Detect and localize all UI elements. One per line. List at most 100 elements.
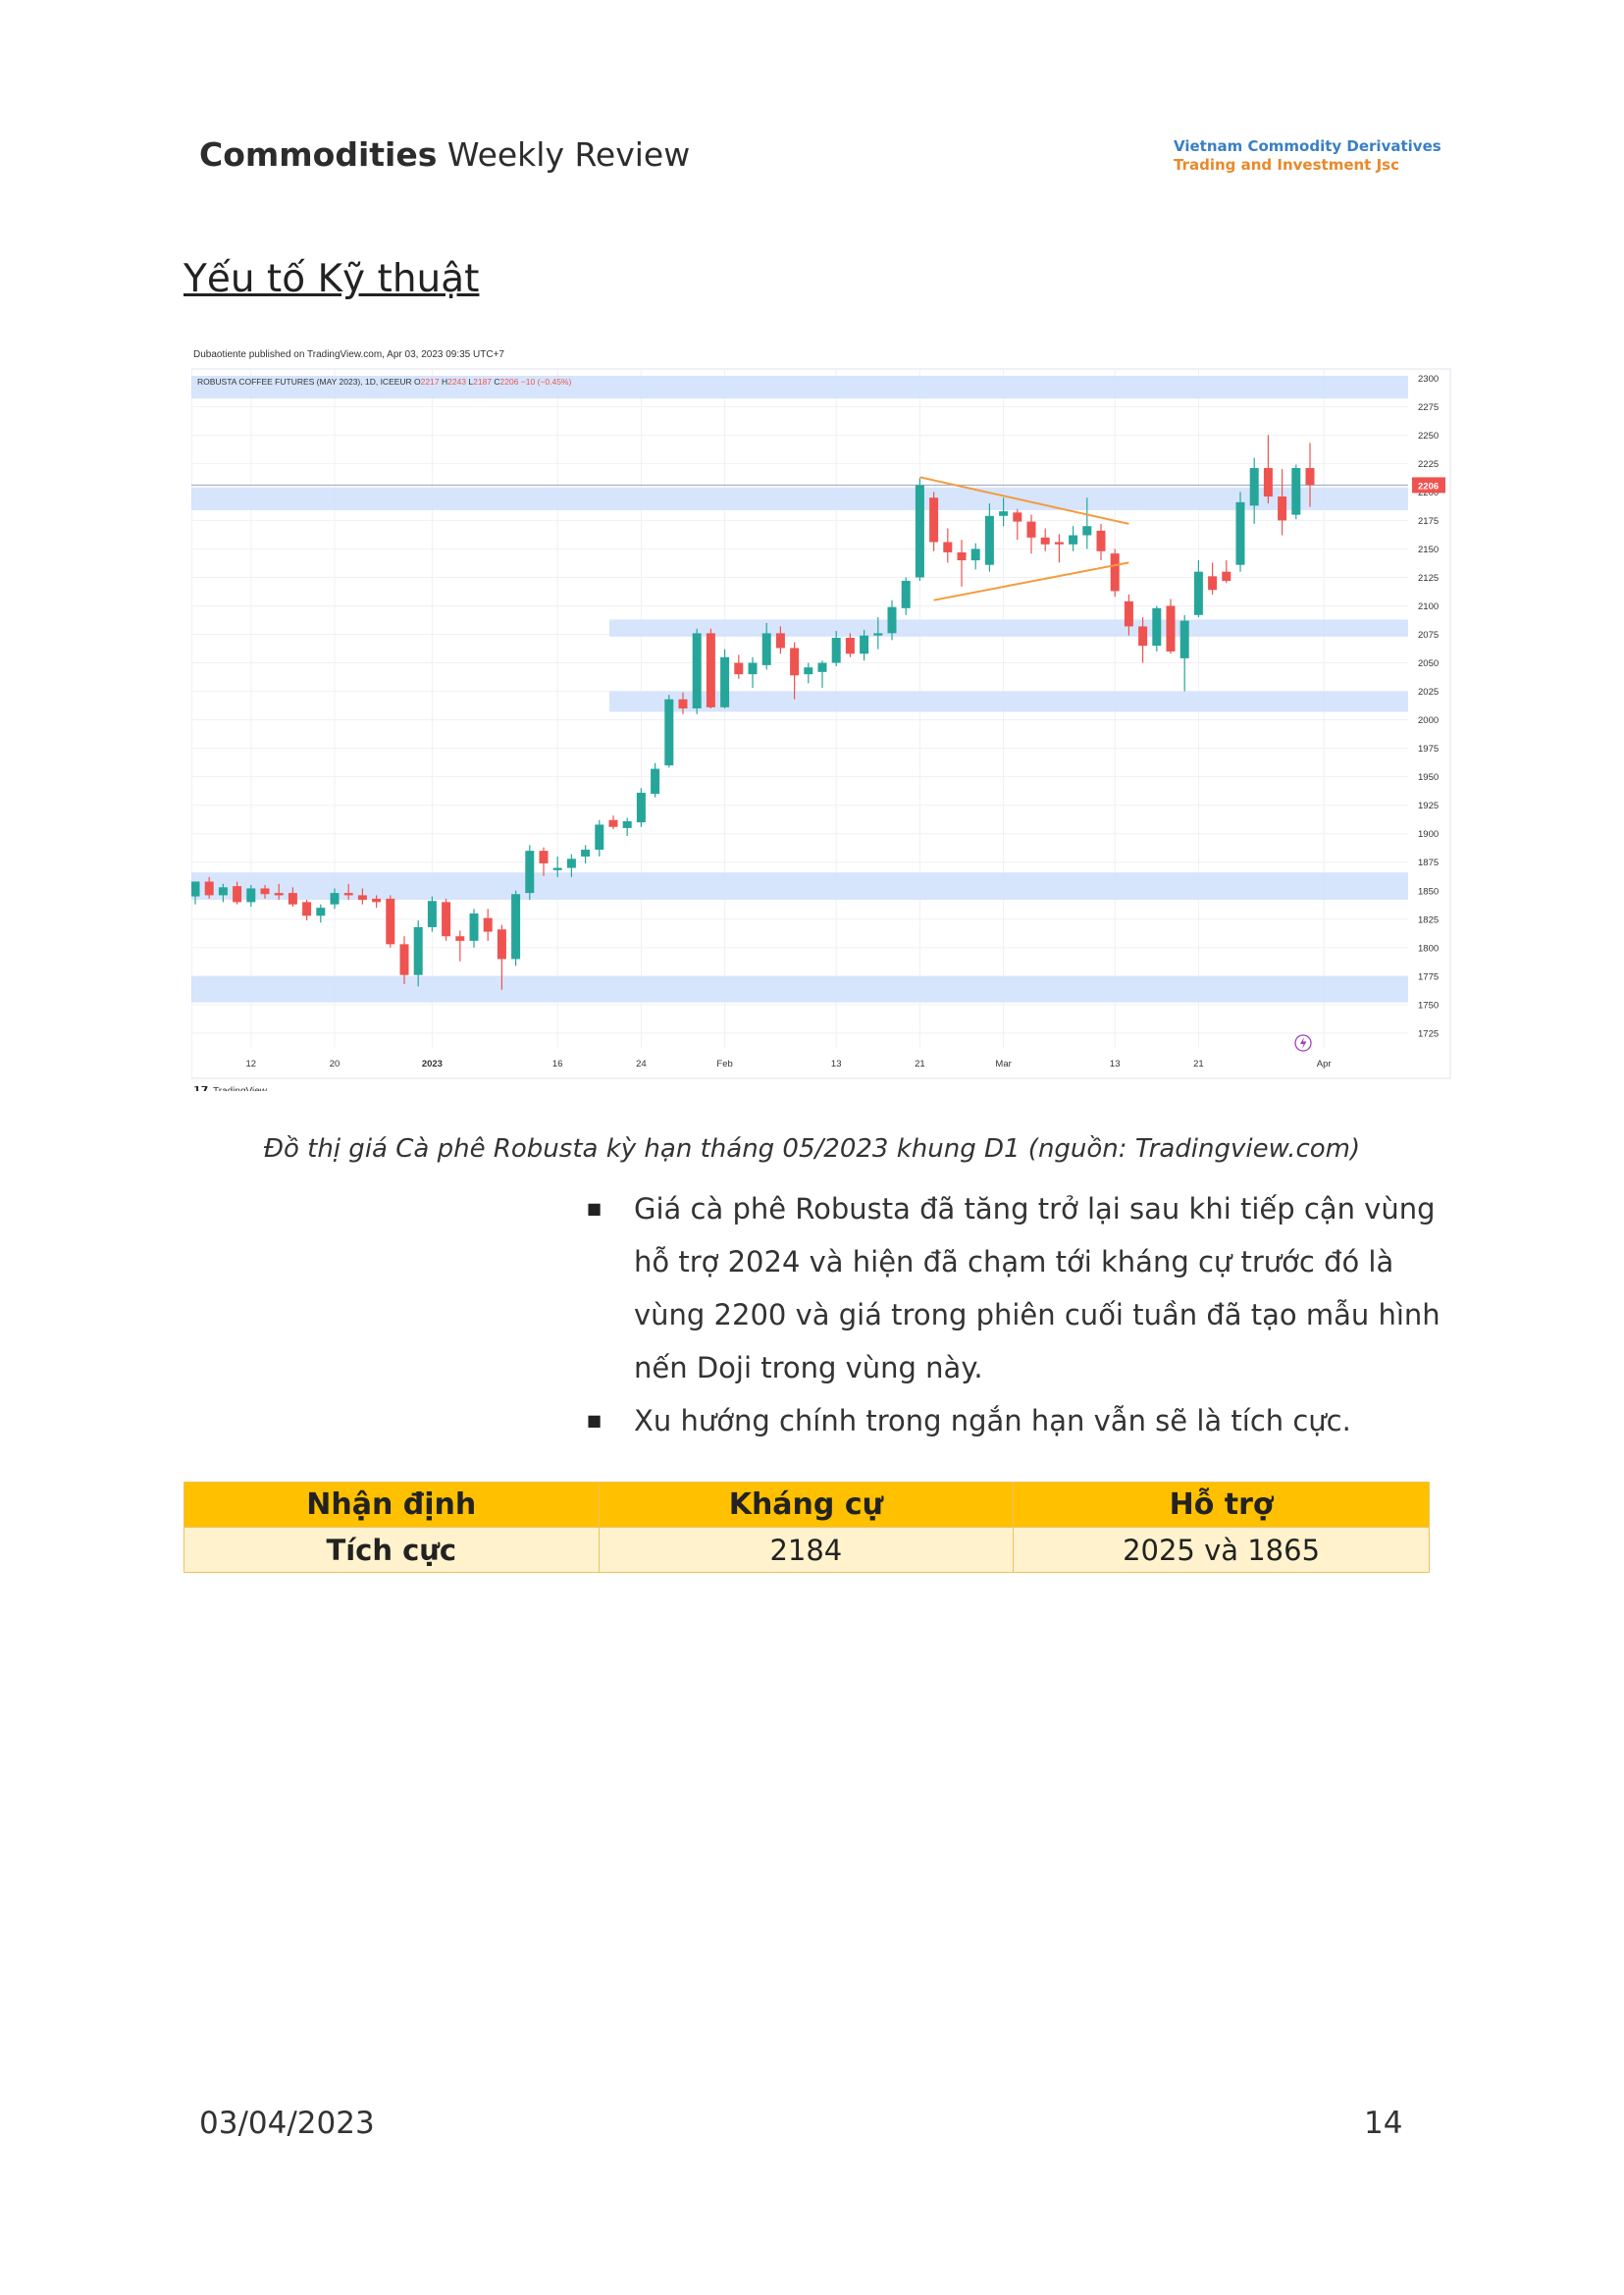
candle-body: [831, 638, 841, 663]
x-axis-tick-label: Apr: [1317, 1059, 1332, 1069]
candle-body: [761, 633, 771, 665]
candle-body: [552, 867, 562, 870]
bullet-item: ■ Xu hướng chính trong ngắn hạn vẫn sẽ l…: [587, 1394, 1470, 1447]
support-resistance-zone: [191, 872, 1408, 901]
candle-body: [386, 898, 395, 945]
candle-body: [748, 662, 758, 675]
chart-svg: Dubaotiente published on TradingView.com…: [191, 349, 1451, 1091]
candle-body: [1026, 521, 1036, 538]
y-axis-tick-label: 1900: [1418, 829, 1439, 840]
candle-body: [399, 944, 409, 975]
footer-date: 03/04/2023: [199, 2106, 375, 2141]
candle-body: [692, 633, 702, 708]
candle-body: [970, 548, 980, 561]
y-axis-tick-label: 2100: [1418, 601, 1439, 612]
x-axis-tick-label: 20: [330, 1059, 341, 1069]
lightning-icon: [1294, 1034, 1312, 1052]
candle-body: [442, 902, 451, 937]
table-header-outlook: Nhận định: [183, 1482, 600, 1528]
table-cell-outlook: Tích cực: [183, 1527, 600, 1573]
y-axis-tick-label: 2300: [1418, 374, 1439, 385]
table-header-row: Nhận định Kháng cự Hỗ trợ: [183, 1482, 1430, 1528]
y-axis-tick-label: 1825: [1418, 914, 1439, 925]
candle-body: [622, 820, 632, 828]
candle-body: [1291, 468, 1301, 515]
candle-body: [1054, 542, 1064, 545]
candle-body: [984, 515, 994, 565]
candle-body: [525, 851, 535, 894]
candle-body: [999, 511, 1009, 516]
y-axis-tick-label: 2025: [1418, 687, 1439, 698]
candle-body: [246, 888, 256, 903]
candle-body: [218, 887, 228, 896]
tradingview-footer-text: TradingView: [213, 1086, 268, 1091]
candle-body: [1193, 571, 1203, 615]
candle-body: [651, 768, 660, 795]
candle-body: [595, 824, 604, 850]
candle-body: [539, 851, 549, 863]
candle-body: [191, 881, 200, 897]
header-title-rest: Weekly Review: [437, 135, 691, 174]
candle-body: [455, 936, 465, 941]
candle-body: [1124, 600, 1133, 627]
candle-body: [1040, 537, 1050, 545]
candle-body: [678, 699, 688, 708]
price-chart: Dubaotiente published on TradingView.com…: [191, 345, 1457, 1091]
y-axis-tick-label: 2050: [1418, 658, 1439, 669]
candle-body: [581, 849, 591, 857]
y-axis-tick-label: 2075: [1418, 630, 1439, 641]
support-resistance-zone: [191, 975, 1408, 1003]
candle-body: [343, 893, 353, 896]
table-header-support: Hỗ trợ: [1013, 1482, 1430, 1528]
x-axis-tick-label: Feb: [716, 1059, 732, 1069]
y-axis-tick-label: 1775: [1418, 971, 1439, 982]
header-title-bold: Commodities: [199, 135, 438, 174]
summary-table: Nhận định Kháng cự Hỗ trợ Tích cực 2184 …: [183, 1482, 1430, 1573]
x-axis-tick-label: 2023: [422, 1059, 443, 1069]
candle-body: [1263, 468, 1273, 497]
candle-body: [720, 656, 730, 707]
x-axis-tick-label: 13: [1110, 1059, 1121, 1069]
candle-body: [1069, 535, 1078, 545]
y-axis-tick-label: 1725: [1418, 1028, 1439, 1039]
candle-body: [427, 901, 437, 927]
candle-body: [330, 893, 340, 905]
x-axis-tick-label: Mar: [995, 1059, 1011, 1069]
y-axis-tick-label: 2225: [1418, 459, 1439, 470]
x-axis-tick-label: 24: [636, 1059, 647, 1069]
lightning-bolt-icon: [1300, 1037, 1307, 1049]
candle-body: [1235, 501, 1245, 565]
chart-publisher-text: Dubaotiente published on TradingView.com…: [193, 349, 504, 360]
last-price-label: 2206: [1418, 481, 1439, 492]
candle-body: [1179, 620, 1189, 658]
candle-body: [1278, 496, 1287, 521]
x-axis-tick-label: 12: [246, 1059, 257, 1069]
bullet-text: Xu hướng chính trong ngắn hạn vẫn sẽ là …: [634, 1404, 1351, 1437]
y-axis-tick-label: 2175: [1418, 516, 1439, 527]
candle-body: [483, 917, 493, 932]
candle-body: [1096, 530, 1106, 551]
candle-body: [873, 633, 883, 636]
candle-body: [288, 893, 297, 905]
y-axis-tick-label: 2150: [1418, 545, 1439, 555]
trendline: [933, 561, 1129, 601]
x-axis-tick-label: 13: [831, 1059, 842, 1069]
candle-body: [887, 606, 897, 634]
brand-line-1: Vietnam Commodity Derivatives: [1174, 137, 1441, 155]
y-axis-tick-label: 1925: [1418, 801, 1439, 811]
bullet-list: ■ Giá cà phê Robusta đã tăng trở lại sau…: [587, 1182, 1470, 1447]
candle-body: [608, 819, 618, 827]
candle-body: [1208, 576, 1218, 591]
support-resistance-zone: [191, 375, 1408, 399]
table-cell-support: 2025 và 1865: [1013, 1527, 1430, 1573]
candle-body: [357, 895, 367, 901]
last-price-tag: [1412, 477, 1445, 494]
page-number: 14: [1364, 2106, 1403, 2141]
candle-body: [1249, 468, 1259, 506]
y-axis-tick-label: 2125: [1418, 573, 1439, 584]
x-axis-tick-label: 21: [1193, 1059, 1204, 1069]
candle-body: [233, 886, 242, 903]
candle-body: [901, 580, 911, 608]
candle-body: [1138, 626, 1148, 647]
table-header-resistance: Kháng cự: [598, 1482, 1015, 1528]
